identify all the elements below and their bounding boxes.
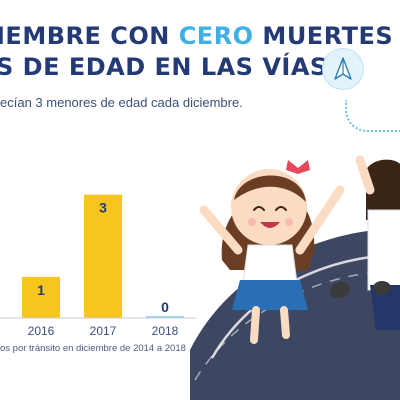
road-curve bbox=[190, 229, 400, 400]
boy-hair bbox=[366, 159, 400, 220]
headline-line-1: IEMBRE CON CERO MUERTES bbox=[0, 22, 393, 51]
bar-2017 bbox=[84, 194, 122, 318]
dotted-path-decoration bbox=[345, 100, 400, 132]
boy-shoe bbox=[373, 281, 391, 295]
children-illustration bbox=[190, 155, 400, 400]
tick-label-2017: 2017 bbox=[90, 324, 117, 338]
girl-skirt bbox=[232, 280, 308, 310]
data-label-2016: 1 bbox=[37, 282, 45, 298]
bar-2018 bbox=[146, 316, 184, 318]
girl-left-arm bbox=[199, 205, 243, 255]
paper-plane-badge bbox=[322, 48, 364, 90]
headline-line-1-post: MUERTES bbox=[253, 22, 394, 50]
bars-layer bbox=[22, 194, 184, 318]
girl-bangs bbox=[234, 175, 306, 202]
data-label-2017: 3 bbox=[99, 200, 107, 216]
headline: IEMBRE CON CERO MUERTES S DE EDAD EN LAS… bbox=[0, 22, 393, 82]
paper-plane-icon bbox=[334, 57, 352, 80]
headline-line-2: S DE EDAD EN LAS VÍAS. bbox=[0, 52, 338, 81]
boy-pants bbox=[370, 285, 400, 330]
data-label-2018: 0 bbox=[161, 299, 169, 315]
girl-legs bbox=[250, 306, 290, 344]
tick-label-2016: 2016 bbox=[28, 324, 55, 338]
girl-mouth bbox=[260, 222, 280, 228]
girl-bow bbox=[286, 160, 310, 174]
road-dash-line bbox=[194, 270, 400, 381]
footnote: os por tránsito en diciembre de 2014 a 2… bbox=[0, 343, 186, 354]
boy-shirt bbox=[367, 209, 400, 291]
bar-2016 bbox=[22, 276, 60, 318]
boy-arm bbox=[355, 155, 375, 195]
subtitle: ecían 3 menores de edad cada diciembre. bbox=[0, 95, 243, 110]
headline-accent-word: CERO bbox=[178, 22, 254, 50]
girl-eyes bbox=[253, 206, 287, 211]
girl-right-arm bbox=[295, 185, 345, 255]
headline-line-1-pre: IEMBRE CON bbox=[0, 22, 179, 50]
tick-labels-layer: 2016 2017 2018 bbox=[28, 324, 179, 338]
data-labels-layer: 1 3 0 bbox=[37, 200, 169, 315]
girl-shoe bbox=[330, 281, 350, 299]
tick-label-2018: 2018 bbox=[152, 324, 179, 338]
